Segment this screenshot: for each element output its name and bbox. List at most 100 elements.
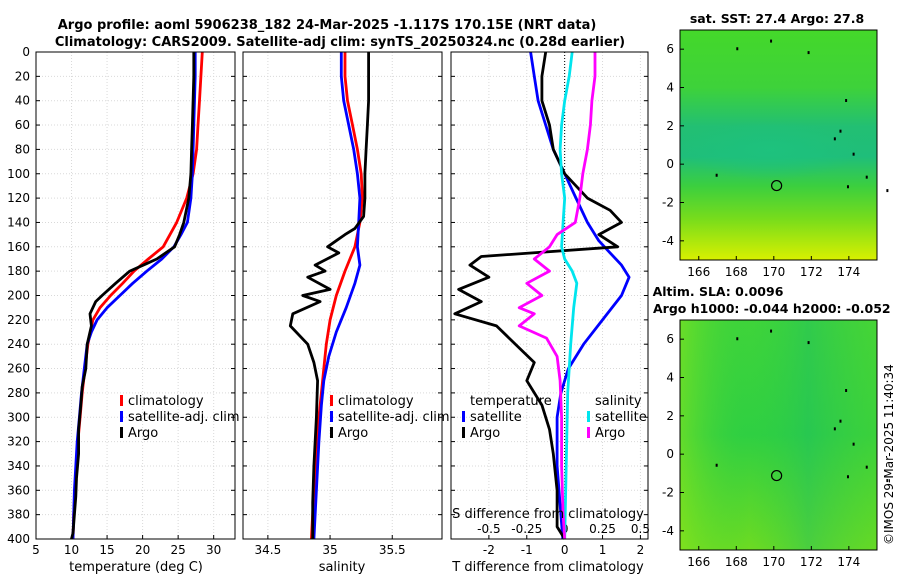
y-tick-label: 360	[7, 483, 30, 497]
island-speck	[846, 475, 849, 479]
argo-position-marker	[771, 179, 783, 192]
y-tick-label: 320	[7, 435, 30, 449]
y-tick-label: 180	[7, 264, 30, 278]
x-tick-label: 25	[171, 543, 186, 557]
legend-label-climatology: climatology	[128, 394, 204, 409]
legend-label-climatology: climatology	[338, 394, 414, 409]
plot-frame	[450, 51, 649, 540]
islands	[715, 39, 889, 193]
y-tick-label: 4	[666, 371, 674, 385]
series-satellite-adj-clim	[312, 52, 362, 540]
y-tick-label: -4	[662, 524, 674, 538]
x-tick-label: 174	[837, 265, 860, 279]
y-tick-label: 0	[666, 157, 674, 171]
x-tick-label: 174	[837, 555, 860, 569]
island-speck	[865, 465, 868, 469]
island-speck	[852, 152, 855, 156]
legend-label-argo: Argo	[128, 426, 158, 441]
y-tick-label: 240	[7, 337, 30, 351]
x-tick-label: -1	[521, 543, 533, 557]
x-tick-label: 34.5	[255, 543, 282, 557]
series-t-satellite	[529, 51, 631, 540]
y-tick-label: 6	[666, 332, 674, 346]
plot-frame	[35, 51, 236, 540]
legend-swatch-argo	[120, 427, 123, 438]
legend-swatch-climatology	[120, 395, 123, 406]
series-argo	[288, 52, 371, 539]
y-tick-label: -4	[662, 234, 674, 248]
island-speck	[886, 189, 889, 193]
x-tick-label: 1	[599, 543, 607, 557]
legend-label-argo: Argo	[338, 426, 368, 441]
sla-map-title-1: Altim. SLA: 0.0096	[653, 284, 784, 299]
y-tick-label: 140	[7, 215, 30, 229]
y-tick-label: 2	[666, 409, 674, 423]
salinity-panel: 34.5 35 35.5	[242, 51, 443, 557]
y-tick-label: 60	[15, 118, 30, 132]
x-tick-label: 10	[64, 543, 79, 557]
sla-map: Altim. SLA: 0.0096 Argo h1000: -0.044 h2…	[653, 284, 891, 569]
x-tick-label: 166	[687, 265, 710, 279]
legend-label-s-satellite: satellite	[595, 410, 647, 425]
x-tick-label: 20	[135, 543, 150, 557]
island-speck	[839, 419, 842, 423]
x-tick-label: 30	[206, 543, 221, 557]
island-speck	[715, 173, 718, 177]
legend-swatch-t-satellite	[462, 411, 465, 422]
legend-swatch-s-satellite	[587, 411, 590, 422]
sst-cool-band	[680, 120, 860, 180]
legend-swatch-s-argo	[587, 427, 590, 438]
salinity-xlabel: salinity	[319, 560, 366, 575]
sst-map-title: sat. SST: 27.4 Argo: 27.8	[690, 11, 864, 26]
x-tick-label: 170	[762, 265, 785, 279]
sst-map: sat. SST: 27.4 Argo: 27.8 166 168 170 172 17…	[662, 11, 889, 279]
x-tick-label: 35	[322, 543, 337, 557]
s-tick-label: 0.25	[589, 522, 616, 536]
sst-map-frame	[679, 29, 878, 261]
x-tick-label: 166	[687, 555, 710, 569]
title-line-1: Argo profile: aoml 5906238_182 24-Mar-20…	[58, 18, 597, 33]
island-speck	[852, 442, 855, 446]
difference-legend: temperature satellite Argo salinity sate…	[462, 394, 647, 441]
y-tick-label: 340	[7, 459, 30, 473]
y-tick-label: 20	[15, 69, 30, 83]
y-tick-label: 0	[666, 447, 674, 461]
y-tick-label: 4	[666, 81, 674, 95]
y-tick-label: 6	[666, 42, 674, 56]
legend-swatch-t-argo	[462, 427, 465, 438]
island-speck	[846, 185, 849, 189]
depth-tick-labels: 0 20 40 60 80 100 120 140 160 180 200 220 240 260 280 3…	[7, 45, 30, 546]
x-tick-label: 0	[561, 543, 569, 557]
y-tick-label: 40	[15, 94, 30, 108]
y-tick-label: 260	[7, 362, 30, 376]
y-tick-label: 80	[15, 142, 30, 156]
island-speck	[736, 337, 739, 341]
x-tick-label: 168	[725, 265, 748, 279]
legend-label-satellite: satellite-adj. clim	[128, 410, 240, 425]
difference-xlabel-top: S difference from climatology	[452, 507, 644, 522]
sla-field-shade	[680, 320, 877, 550]
y-tick-label: 380	[7, 508, 30, 522]
island-speck	[770, 329, 773, 333]
y-tick-label: 2	[666, 119, 674, 133]
island-speck	[770, 39, 773, 43]
legend-heading-salinity: salinity	[595, 394, 642, 409]
x-tick-label: 170	[762, 555, 785, 569]
island-speck	[839, 129, 842, 133]
series-s-argo	[517, 52, 597, 540]
y-tick-label: 0	[22, 45, 30, 59]
y-tick-label: 400	[7, 532, 30, 546]
temperature-legend: climatology satellite-adj. clim Argo	[120, 394, 240, 441]
legend-heading-temperature: temperature	[470, 394, 552, 409]
island-speck	[865, 175, 868, 179]
legend-label-satellite: satellite-adj. clim	[338, 410, 450, 425]
s-tick-label: -0.5	[477, 522, 500, 536]
y-tick-label: -2	[662, 196, 674, 210]
sla-map-ticks: 166 168 170 172 174 -4 -2 0 2 4 6	[662, 332, 860, 569]
y-tick-label: 220	[7, 313, 30, 327]
x-tick-label: 15	[99, 543, 114, 557]
sla-map-frame	[679, 319, 878, 551]
sla-map-title-2: Argo h1000: -0.044 h2000: -0.052	[653, 301, 891, 316]
sst-map-ticks: 166 168 170 172 174 -4 -2 0 2 4 6	[662, 42, 860, 279]
